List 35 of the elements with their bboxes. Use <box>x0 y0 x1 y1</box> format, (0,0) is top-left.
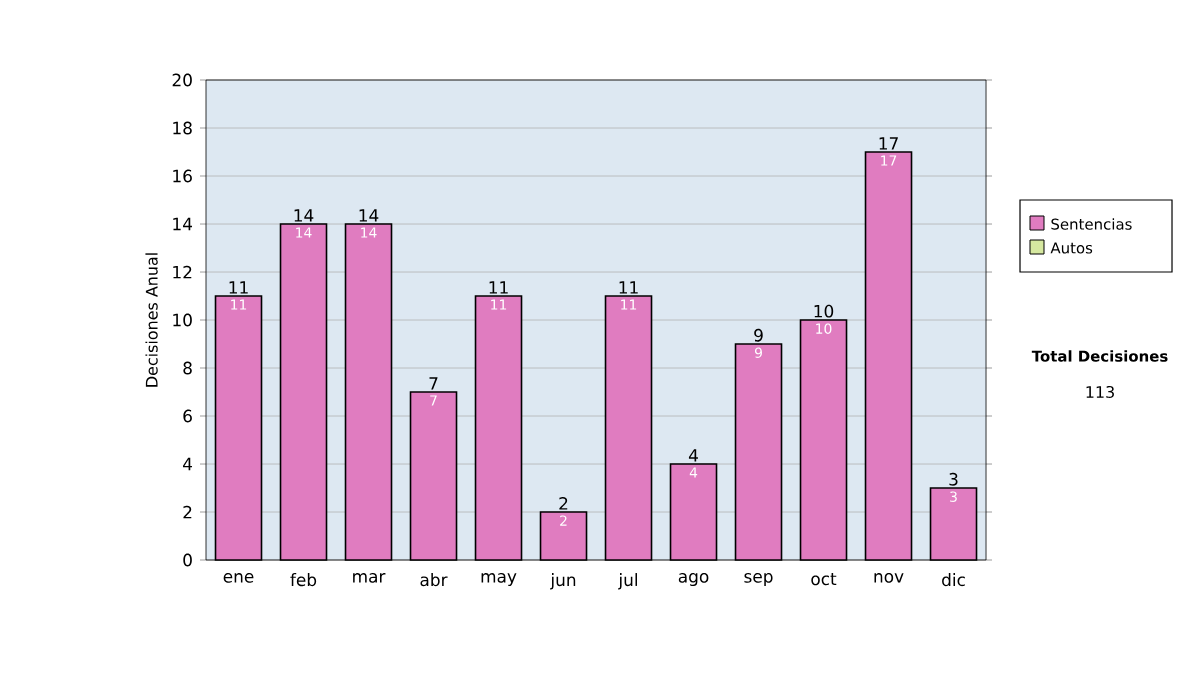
x-tick-label: jul <box>618 573 638 590</box>
y-tick-label: 20 <box>172 73 192 87</box>
y-tick-label: 12 <box>173 265 192 279</box>
y-tick-label: 10 <box>173 313 192 327</box>
x-tick-label: may <box>481 573 517 587</box>
x-tick-label: oct <box>811 573 837 586</box>
total-label: 11 <box>489 281 508 294</box>
total-label: 17 <box>879 137 898 150</box>
x-tick-label: feb <box>290 573 317 587</box>
y-tick-label: 4 <box>183 457 193 471</box>
x-tick-label: dic <box>942 573 965 587</box>
total-label: 14 <box>359 209 379 222</box>
y-tick-label: 8 <box>183 361 192 375</box>
y-tick-label: 6 <box>183 409 192 423</box>
total-label: 10 <box>814 304 834 318</box>
y-tick-label: 14 <box>173 217 192 231</box>
total-label: 11 <box>229 281 248 294</box>
x-tick-label: nov <box>874 573 904 583</box>
x-tick-label: sep <box>744 573 773 587</box>
y-tick-label: 18 <box>173 121 192 135</box>
total-label: 3 <box>949 472 958 486</box>
x-tick-label: abr <box>420 573 448 587</box>
total-label: 7 <box>429 377 438 390</box>
total-label: 4 <box>688 449 698 462</box>
x-tick-label: ago <box>678 573 709 587</box>
x-tick-label: jun <box>550 573 576 590</box>
y-tick-label: 2 <box>183 505 192 519</box>
y-tick-label: 16 <box>173 169 192 183</box>
total-label: 9 <box>754 328 763 342</box>
x-tick-label: mar <box>353 573 386 583</box>
x-tick-label: ene <box>223 573 254 583</box>
y-tick-label: 0 <box>183 553 192 567</box>
total-label: 14 <box>294 209 314 222</box>
total-label: 2 <box>559 497 568 510</box>
total-label: 11 <box>619 281 638 294</box>
